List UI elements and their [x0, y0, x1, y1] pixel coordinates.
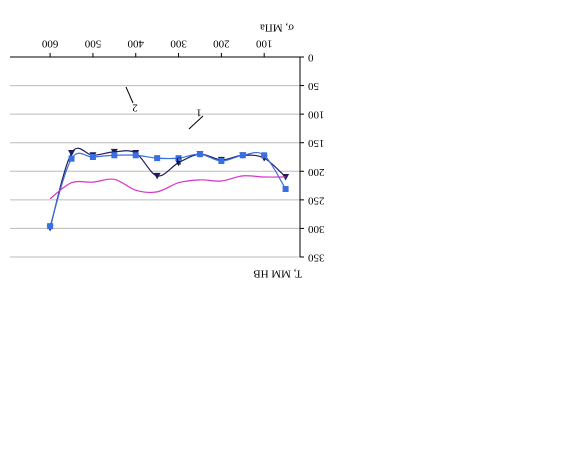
marker: [282, 186, 289, 192]
series-label: 3: [176, 154, 182, 166]
x-tick-label: 400: [127, 37, 144, 49]
marker: [154, 155, 161, 162]
leader-line: [188, 115, 204, 130]
marker: [175, 155, 182, 162]
series-label: 2: [132, 101, 138, 113]
marker: [68, 150, 76, 157]
y-tick-label: 100: [308, 109, 325, 121]
series-line: [49, 175, 286, 200]
plot: σ, МПа Т, ММ НВ 0 50 100 150 200 250 300 350 100…: [10, 21, 325, 279]
marker: [239, 152, 246, 159]
series-label: 1: [196, 106, 202, 118]
marker: [47, 223, 54, 230]
marker: [111, 152, 118, 159]
y-tick-label: 200: [308, 166, 325, 178]
marker: [68, 155, 75, 162]
y-tick-label: 0: [308, 51, 314, 63]
y-tick-label: 250: [308, 194, 325, 206]
x-axis-title: Т, ММ НВ: [253, 267, 302, 279]
marker: [261, 152, 268, 159]
x-tick-label: 200: [213, 37, 230, 49]
marker: [175, 159, 183, 167]
x-tick-label: 600: [41, 37, 58, 49]
marker: [218, 158, 225, 164]
marker: [110, 148, 118, 156]
marker: [153, 172, 161, 180]
marker: [132, 152, 139, 159]
x-tick-label: 500: [84, 37, 101, 49]
series-line: [49, 151, 287, 227]
y-tick-label: 150: [308, 137, 325, 149]
y-tick-label: 350: [308, 251, 325, 263]
marker: [89, 154, 96, 160]
x-tick-label: 100: [255, 37, 272, 49]
y-axis-title: σ, МПа: [260, 21, 294, 33]
y-tick-label: 50: [308, 80, 320, 92]
leader-line: [125, 86, 134, 104]
x-tick-label: 300: [170, 37, 187, 49]
marker: [196, 151, 203, 158]
y-tick-label: 300: [308, 223, 325, 235]
